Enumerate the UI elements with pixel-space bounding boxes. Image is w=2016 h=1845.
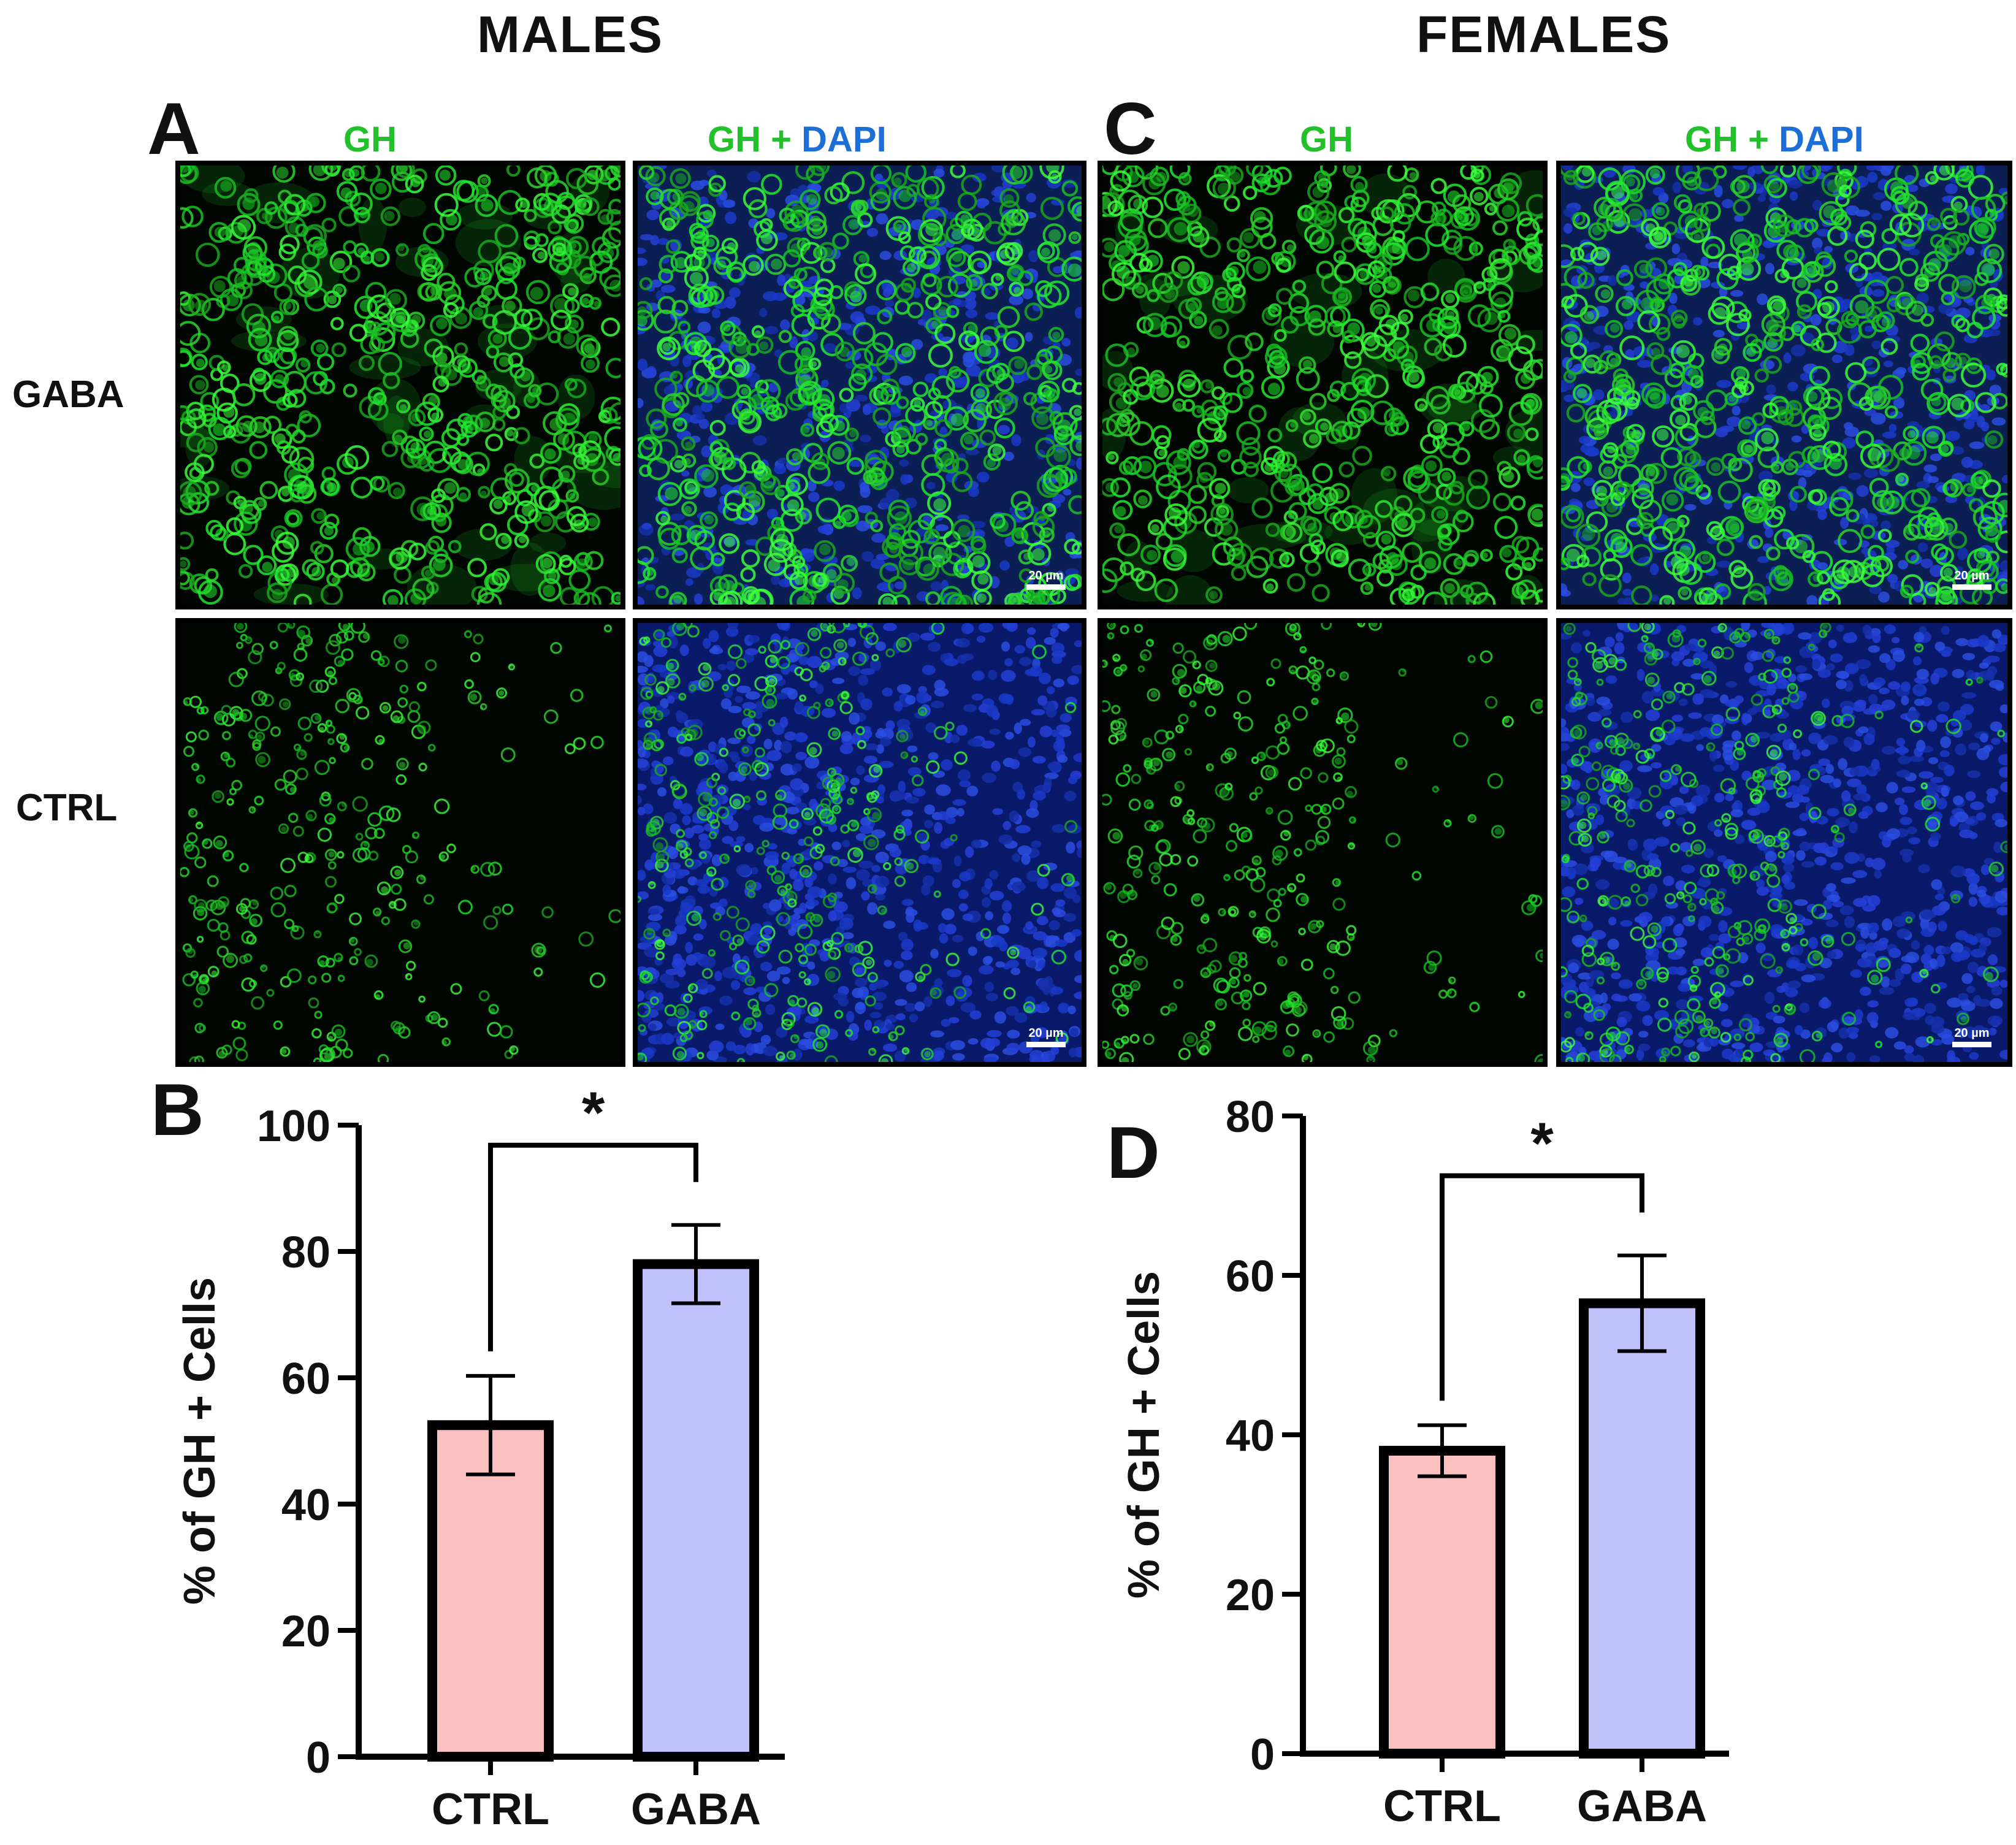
micrograph-male-ctrl-gh [175,618,625,1067]
y-tick-label: 60 [1226,1252,1275,1301]
x-tick-label: GABA [1577,1782,1707,1831]
channel-label-gh-females: GH [1300,119,1353,160]
bar-gaba [638,1264,754,1757]
row-label-ctrl: CTRL [16,786,117,830]
bar-chart-males: 0 20 40 60 80 100 % of GH + Cells CTRL GABA * [135,1055,834,1842]
x-tick-label: GABA [631,1785,761,1834]
y-tick-label: 0 [1250,1730,1275,1779]
y-tick-label: 80 [281,1228,330,1277]
micrograph-female-gaba-gh [1098,161,1548,609]
y-axis-label: % of GH + Cells [1120,1271,1169,1599]
y-tick-label: 40 [1226,1411,1275,1461]
channel-label-gh-males: GH [343,119,397,160]
panel-letter-a: A [147,92,200,166]
bar-chart-females: 0 20 40 60 80 % of GH + Cells CTRL GABA * [1091,1055,1778,1842]
bar-gaba [1584,1304,1700,1754]
y-tick-label: 20 [281,1607,330,1656]
scale-bar: 20 µm [1952,1026,1991,1047]
y-tick-label: 20 [1226,1571,1275,1620]
significance-star: * [1530,1111,1554,1177]
micrograph-male-gaba-gh [175,161,625,609]
y-tick-label: 100 [257,1102,330,1151]
x-tick-label: CTRL [1383,1782,1501,1831]
y-tick-label: 0 [306,1733,330,1782]
significance-star: * [582,1080,605,1146]
panel-letter-c: C [1104,92,1157,166]
y-tick-label: 40 [281,1481,330,1530]
y-tick-label: 60 [281,1354,330,1404]
row-label-gaba: GABA [12,373,124,416]
channel-label-gh-dapi-males: GH + DAPI [708,119,887,160]
scale-bar: 20 µm [1952,569,1991,590]
micrograph-female-ctrl-gh [1098,618,1548,1067]
x-tick-label: CTRL [432,1785,549,1834]
bar-ctrl [1384,1451,1500,1754]
females-title: FEMALES [1416,5,1671,64]
micrograph-male-gaba-merge: 20 µm [633,161,1086,609]
micrograph-female-ctrl-merge: 20 µm [1556,618,2012,1067]
channel-label-gh-dapi-females: GH + DAPI [1685,119,1864,160]
micrograph-female-gaba-merge: 20 µm [1556,161,2012,609]
scale-bar: 20 µm [1026,569,1066,590]
scale-bar: 20 µm [1026,1026,1066,1047]
males-title: MALES [477,5,663,64]
y-tick-label: 80 [1226,1093,1275,1142]
micrograph-male-ctrl-merge: 20 µm [633,618,1086,1067]
y-axis-label: % of GH + Cells [175,1277,224,1605]
